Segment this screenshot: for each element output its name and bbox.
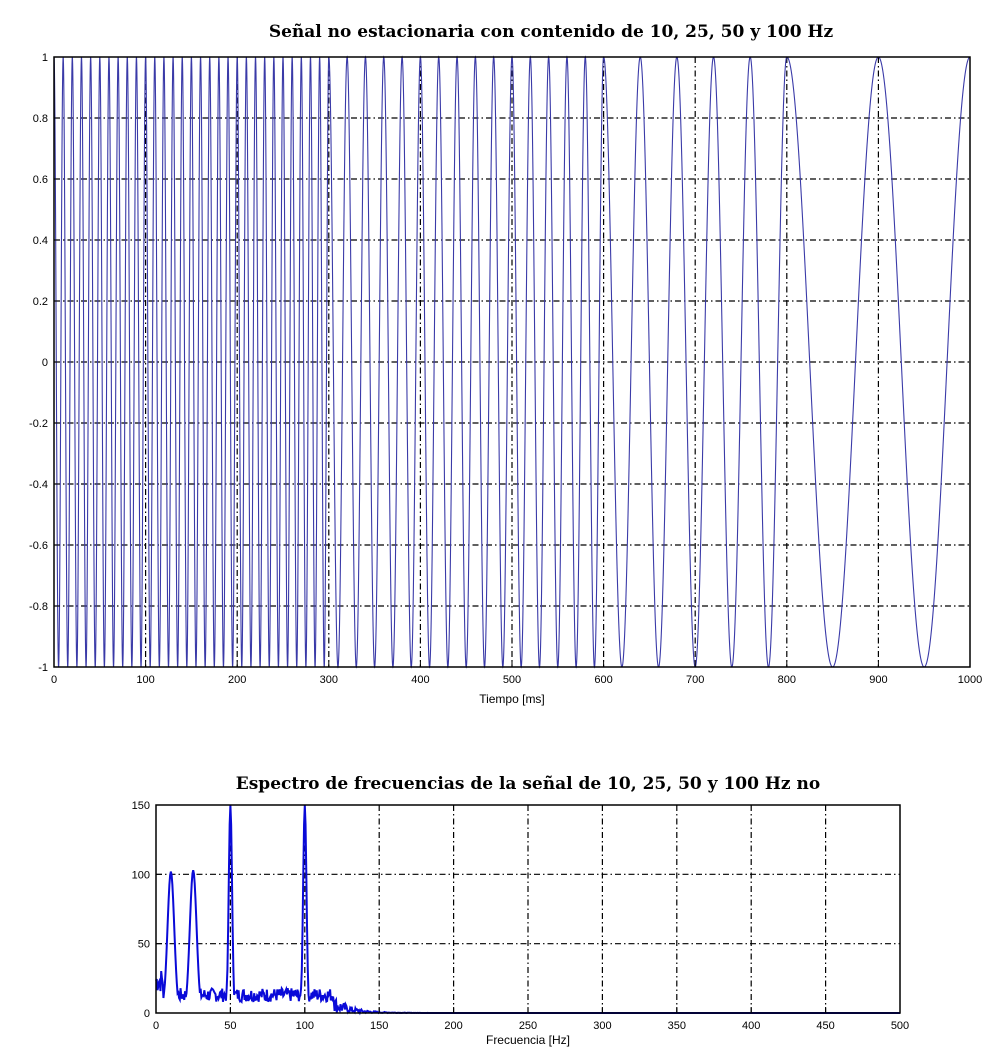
signal-y-ticks: -1 -0.8 -0.6 -0.4 -0.2 0 0.2 0.4 0.6 0.8 1 xyxy=(29,52,60,674)
spectrum-x-tick-label: 350 xyxy=(668,1020,686,1032)
signal-x-tick-label: 400 xyxy=(411,674,429,686)
signal-y-tick-label: -0.4 xyxy=(29,479,48,491)
signal-y-tick-label: 0.8 xyxy=(33,113,48,125)
spectrum-y-tick-label: 100 xyxy=(132,869,150,881)
spectrum-y-ticks: 0 50 100 150 xyxy=(132,800,162,1020)
signal-x-tick-label: 1000 xyxy=(958,674,982,686)
signal-x-tick-label: 800 xyxy=(778,674,796,686)
spectrum-x-tick-label: 50 xyxy=(224,1020,236,1032)
signal-chart: Señal no estacionaria con contenido de 1… xyxy=(29,22,982,706)
signal-grid xyxy=(54,57,970,667)
spectrum-x-tick-label: 200 xyxy=(444,1020,462,1032)
signal-y-tick-label: 0.2 xyxy=(33,296,48,308)
spectrum-x-tick-label: 300 xyxy=(593,1020,611,1032)
signal-y-tick-label: -1 xyxy=(38,662,48,674)
signal-x-tick-label: 100 xyxy=(136,674,154,686)
spectrum-grid xyxy=(156,805,900,1013)
spectrum-chart-title: Espectro de frecuencias de la señal de 1… xyxy=(236,774,820,794)
spectrum-y-tick-label: 150 xyxy=(132,800,150,812)
signal-x-tick-label: 900 xyxy=(869,674,887,686)
signal-y-tick-label: 1 xyxy=(42,52,48,64)
spectrum-x-tick-label: 500 xyxy=(891,1020,909,1032)
spectrum-x-tick-label: 0 xyxy=(153,1020,159,1032)
spectrum-y-tick-label: 0 xyxy=(144,1008,150,1020)
spectrum-x-tick-label: 450 xyxy=(816,1020,834,1032)
spectrum-x-tick-label: 100 xyxy=(296,1020,314,1032)
signal-x-tick-label: 0 xyxy=(51,674,57,686)
signal-y-tick-label: 0 xyxy=(42,357,48,369)
signal-x-tick-label: 200 xyxy=(228,674,246,686)
signal-x-tick-label: 700 xyxy=(686,674,704,686)
spectrum-x-tick-label: 400 xyxy=(742,1020,760,1032)
signal-y-tick-label: 0.6 xyxy=(33,174,48,186)
spectrum-x-ticks: 0 50 100 150 200 250 300 350 400 450 500 xyxy=(153,1007,909,1032)
signal-x-ticks: 0 100 200 300 400 500 600 700 800 900 1000 xyxy=(51,661,982,686)
spectrum-x-tick-label: 150 xyxy=(370,1020,388,1032)
spectrum-y-tick-label: 50 xyxy=(138,939,150,951)
signal-x-tick-label: 600 xyxy=(594,674,612,686)
spectrum-x-tick-label: 250 xyxy=(519,1020,537,1032)
signal-y-tick-label: -0.2 xyxy=(29,418,48,430)
signal-y-tick-label: 0.4 xyxy=(33,235,48,247)
signal-y-tick-label: -0.6 xyxy=(29,540,48,552)
signal-y-tick-label: -0.8 xyxy=(29,601,48,613)
signal-chart-title: Señal no estacionaria con contenido de 1… xyxy=(269,22,834,42)
spectrum-chart: Espectro de frecuencias de la señal de 1… xyxy=(132,774,910,1047)
signal-x-axis-label: Tiempo [ms] xyxy=(479,692,545,706)
spectrum-x-axis-label: Frecuencia [Hz] xyxy=(486,1033,570,1047)
signal-x-tick-label: 500 xyxy=(503,674,521,686)
signal-x-tick-label: 300 xyxy=(320,674,338,686)
